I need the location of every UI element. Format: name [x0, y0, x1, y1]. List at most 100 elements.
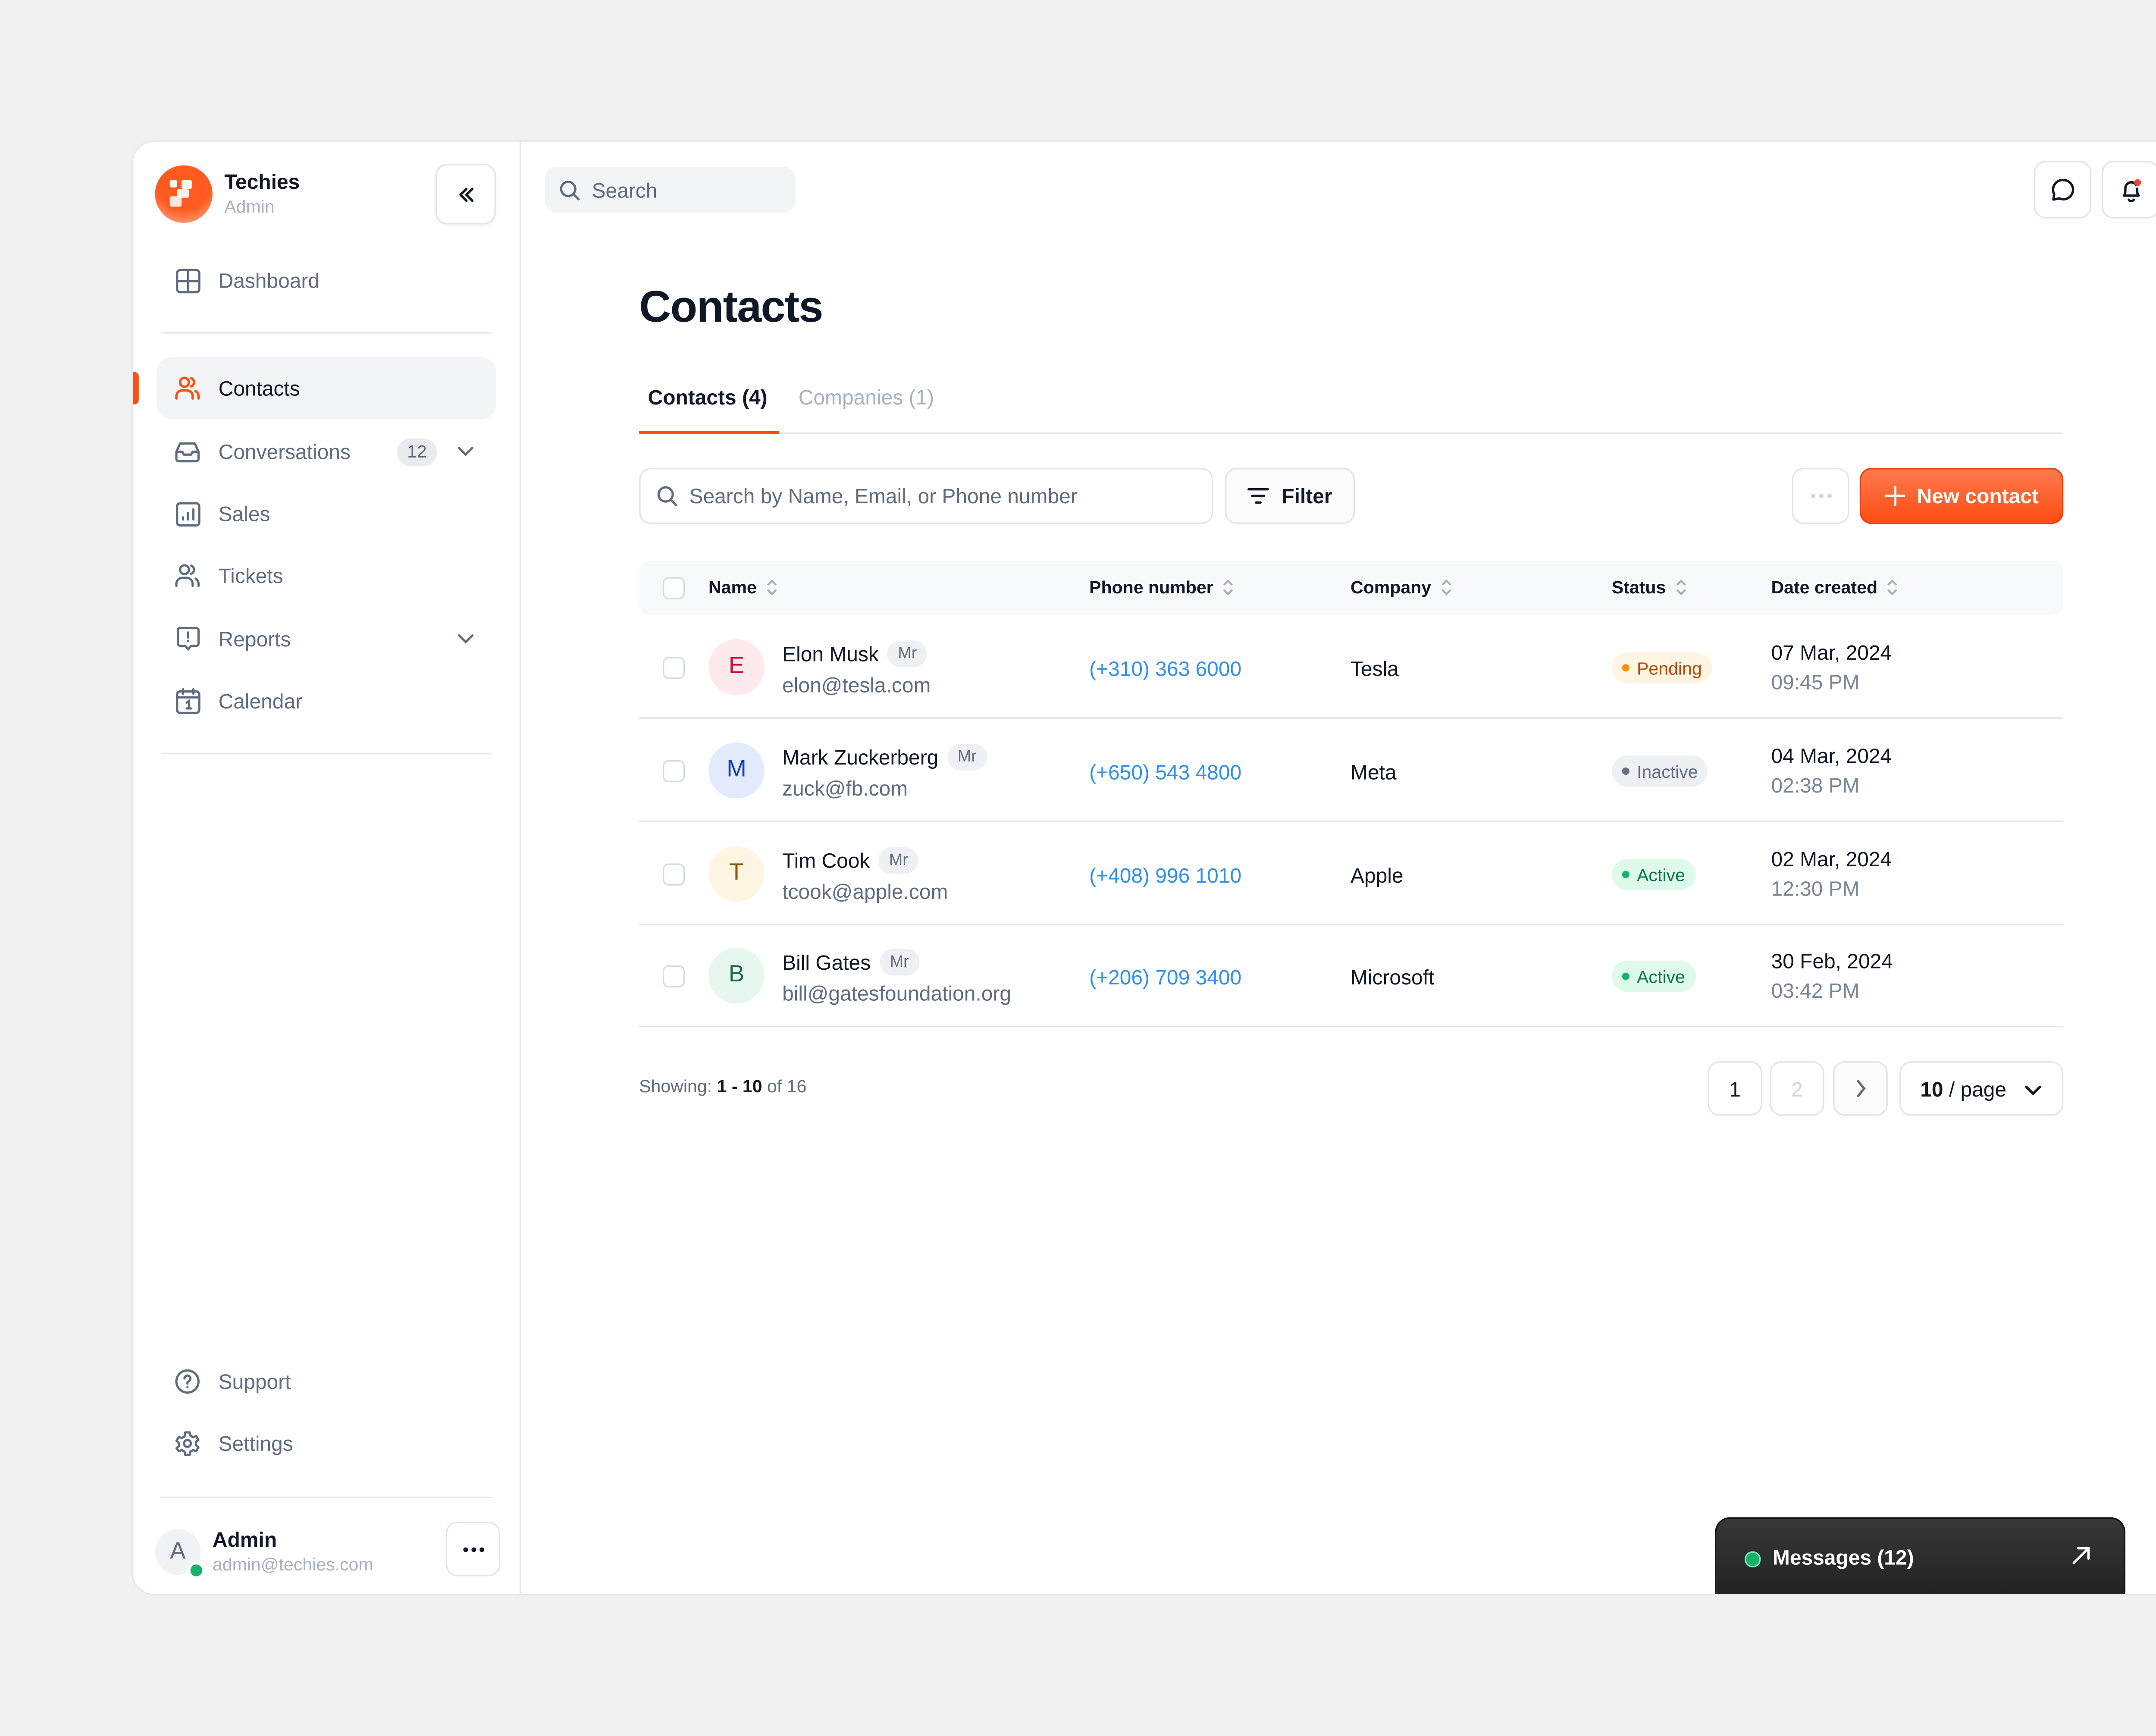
contact-phone-link[interactable]: (+206) 709 3400: [1089, 965, 1242, 989]
contact-phone-link[interactable]: (+408) 996 1010: [1089, 863, 1242, 887]
row-checkbox[interactable]: [662, 863, 685, 886]
sidebar-item-label: Reports: [218, 627, 291, 651]
table-row[interactable]: M Mark Zuckerberg Mr zuck@fb.com (+650) 5…: [639, 719, 2064, 822]
sidebar-item-label: Conversations: [218, 440, 351, 464]
chevrons-left-icon: [458, 187, 473, 201]
contact-name[interactable]: Bill Gates: [782, 950, 871, 975]
date-created: 30 Feb, 2024: [1771, 949, 1893, 973]
contact-search-placeholder: Search by Name, Email, or Phone number: [689, 484, 1078, 508]
avatar: B: [708, 947, 765, 1004]
sort-icon: [1441, 579, 1451, 595]
title-badge: Mr: [878, 847, 918, 874]
contact-name[interactable]: Elon Musk: [782, 642, 879, 666]
messages-widget-label: Messages (12): [1772, 1545, 1914, 1569]
sidebar-item-dashboard[interactable]: Dashboard: [157, 249, 496, 311]
title-badge: Mr: [879, 949, 919, 976]
sidebar-divider: [161, 752, 492, 755]
avatar: A: [155, 1529, 205, 1579]
column-header-company[interactable]: Company: [1351, 577, 1452, 598]
contact-company: Tesla: [1350, 657, 1399, 680]
column-header-name[interactable]: Name: [708, 577, 777, 598]
status-badge: Active: [1611, 961, 1695, 992]
table-header: Name Phone number Company Status Date cr…: [639, 561, 2064, 616]
gear-icon: [174, 1430, 201, 1457]
sidebar-divider: [161, 332, 492, 334]
sidebar-item-sales[interactable]: Sales: [157, 483, 496, 545]
collapse-sidebar-button[interactable]: [435, 163, 496, 225]
tab-contacts[interactable]: Contacts (4): [648, 385, 768, 409]
avatar: E: [708, 639, 765, 696]
global-search-input[interactable]: Search: [545, 166, 796, 213]
new-contact-button[interactable]: New contact: [1859, 468, 2064, 524]
bell-icon: [2122, 178, 2140, 202]
filter-button[interactable]: Filter: [1225, 468, 1355, 524]
per-page-select[interactable]: 10 / page: [1899, 1061, 2064, 1116]
app-window: Techies Admin Dashboard Contacts: [131, 140, 2156, 1596]
contact-email: bill@gatesfoundation.org: [782, 981, 1012, 1005]
brand: Techies Admin: [155, 165, 300, 223]
sidebar-item-support[interactable]: Support: [157, 1351, 496, 1413]
messages-button[interactable]: [2034, 161, 2092, 219]
sidebar-item-tickets[interactable]: Tickets: [157, 545, 496, 607]
column-header-phone[interactable]: Phone number: [1089, 577, 1234, 598]
avatar: M: [708, 742, 765, 799]
table-row[interactable]: E Elon Musk Mr elon@tesla.com (+310) 363 …: [639, 615, 2064, 719]
contact-phone-link[interactable]: (+650) 543 4800: [1089, 760, 1242, 784]
select-all-checkbox[interactable]: [662, 577, 685, 599]
user-name: Admin: [212, 1527, 277, 1551]
search-icon: [560, 180, 580, 200]
table-row[interactable]: T Tim Cook Mr tcook@apple.com (+408) 996 …: [639, 822, 2064, 926]
sidebar-item-reports[interactable]: Reports: [157, 608, 496, 670]
user-profile[interactable]: A Admin admin@techies.com: [155, 1526, 373, 1579]
sort-icon: [1887, 579, 1897, 595]
tab-companies[interactable]: Companies (1): [798, 385, 934, 409]
grid-icon: [174, 267, 201, 294]
chevron-down-icon[interactable]: [456, 441, 475, 465]
tab-bar: Contacts (4) Companies (1): [639, 373, 2064, 434]
column-header-status[interactable]: Status: [1612, 577, 1686, 598]
table-row[interactable]: B Bill Gates Mr bill@gatesfoundation.org …: [639, 924, 2064, 1028]
status-dot: [1622, 664, 1630, 672]
date-created: 02 Mar, 2024: [1771, 847, 1892, 871]
page-button-2[interactable]: 2: [1770, 1061, 1824, 1116]
user-menu-button[interactable]: [445, 1522, 501, 1576]
contact-name[interactable]: Mark Zuckerberg: [782, 745, 939, 769]
calendar-icon: [174, 688, 201, 714]
messages-widget[interactable]: Messages (12): [1715, 1517, 2125, 1594]
more-horizontal-icon: [462, 1546, 484, 1551]
sidebar-item-conversations[interactable]: Conversations 12: [157, 421, 496, 483]
plus-icon: [1884, 486, 1905, 506]
sidebar-item-contacts[interactable]: Contacts: [156, 357, 496, 420]
notifications-button[interactable]: [2102, 161, 2156, 219]
status-badge: Active: [1611, 859, 1695, 890]
sidebar-item-settings[interactable]: Settings: [157, 1413, 496, 1475]
contact-company: Apple: [1350, 863, 1404, 887]
arrow-up-right-icon[interactable]: [2071, 1545, 2091, 1566]
row-checkbox[interactable]: [662, 760, 685, 783]
date-created: 07 Mar, 2024: [1771, 640, 1892, 664]
contact-phone-link[interactable]: (+310) 363 6000: [1089, 657, 1242, 680]
alert-message-icon: [174, 626, 201, 652]
contact-company: Microsoft: [1350, 965, 1435, 989]
page-button-1[interactable]: 1: [1708, 1061, 1762, 1116]
notification-dot: [2133, 178, 2140, 185]
chevron-down-icon[interactable]: [456, 629, 475, 652]
row-checkbox[interactable]: [662, 965, 685, 987]
contact-email: zuck@fb.com: [782, 776, 908, 800]
sidebar-item-label: Calendar: [218, 689, 303, 713]
filter-lines-icon: [1248, 488, 1270, 504]
row-checkbox[interactable]: [662, 657, 685, 679]
search-icon: [657, 486, 677, 506]
title-badge: Mr: [887, 640, 928, 667]
conversations-count-badge: 12: [397, 438, 437, 467]
contact-search-input[interactable]: Search by Name, Email, or Phone number: [639, 468, 1213, 524]
online-status-dot: [1744, 1551, 1761, 1568]
more-options-button[interactable]: [1792, 468, 1849, 524]
contact-name[interactable]: Tim Cook: [782, 849, 870, 872]
sidebar-item-calendar[interactable]: Calendar: [157, 670, 496, 732]
sort-icon: [1223, 579, 1233, 595]
next-page-button[interactable]: [1833, 1061, 1888, 1116]
column-header-date-created[interactable]: Date created: [1771, 577, 1898, 598]
contact-email: elon@tesla.com: [782, 673, 931, 697]
contact-company: Meta: [1350, 760, 1397, 784]
